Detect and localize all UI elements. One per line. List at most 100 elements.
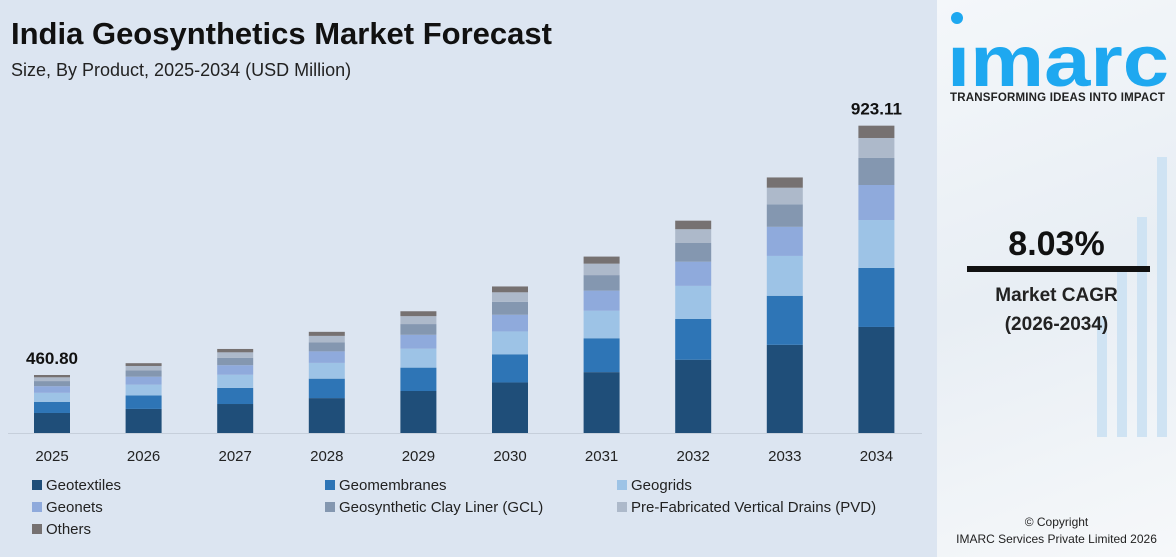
stacked-bar-chart: 2025 460.80 2026 2027 2028 2029 2030 2031 2032 20… xyxy=(8,100,922,465)
bar-segment xyxy=(125,376,162,385)
bar-segment xyxy=(766,295,803,345)
bar-segment xyxy=(217,348,254,353)
legend-item: Geomembranes xyxy=(325,477,447,494)
bar-segment xyxy=(583,338,620,373)
x-tick-label: 2028 xyxy=(310,448,343,465)
bar-segment xyxy=(858,267,895,327)
x-tick-label: 2027 xyxy=(219,448,252,465)
bar-segment xyxy=(492,314,528,332)
bar-segment xyxy=(492,382,528,433)
cagr-period: (2026-2034) xyxy=(1004,314,1109,335)
legend-item: Geogrids xyxy=(617,477,692,494)
bar-segment xyxy=(492,286,528,293)
bar-segment xyxy=(400,316,437,325)
x-tick-label: 2031 xyxy=(585,448,618,465)
bar-segment xyxy=(583,372,620,433)
bar-segment xyxy=(125,408,162,433)
legend-item: Geosynthetic Clay Liner (GCL) xyxy=(325,499,543,516)
bar-segment xyxy=(858,326,895,433)
brand-tagline: TRANSFORMING IDEAS INTO IMPACT xyxy=(950,92,1166,104)
legend-item: Geotextiles xyxy=(32,477,121,494)
bar-segment xyxy=(766,204,803,227)
bar-segment xyxy=(492,331,528,355)
svg-text:ımarc: ımarc xyxy=(947,22,1169,92)
bar-segment xyxy=(583,256,620,264)
bar-segment xyxy=(583,310,620,339)
decor-bar xyxy=(1137,217,1147,437)
bar-segment xyxy=(858,125,895,138)
x-tick-label: 2029 xyxy=(402,448,435,465)
decor-bar xyxy=(1097,317,1107,437)
bar-segment xyxy=(766,226,803,256)
bar-segment xyxy=(400,311,437,317)
brand-panel: ımarc TRANSFORMING IDEAS INTO IMPACT 8.0… xyxy=(937,0,1176,557)
bar-segment xyxy=(858,137,895,158)
bar-segment xyxy=(400,324,437,335)
legend-label: Geosynthetic Clay Liner (GCL) xyxy=(339,499,544,516)
x-tick-label: 2032 xyxy=(677,448,710,465)
bar-segment xyxy=(858,157,895,186)
chart-panel: India Geosynthetics Market Forecast Size… xyxy=(8,16,922,538)
bar-segment xyxy=(125,370,162,377)
bar-segment xyxy=(858,185,895,221)
bar-segment xyxy=(308,351,345,363)
bar-segment xyxy=(34,412,70,433)
copyright-owner: IMARC Services Private Limited 2026 xyxy=(956,532,1157,546)
bar-segment xyxy=(308,335,345,343)
bar-segment xyxy=(583,290,620,311)
legend-swatch xyxy=(32,502,42,512)
bar-segment xyxy=(34,386,70,393)
legend-label: Geotextiles xyxy=(46,477,122,494)
legend-swatch xyxy=(617,502,627,512)
bar-segment xyxy=(766,255,803,296)
bar-segment xyxy=(34,377,70,382)
bar-segment xyxy=(766,177,803,188)
bar-segment xyxy=(492,292,528,302)
bar-segment xyxy=(217,357,254,366)
data-label: 460.80 xyxy=(26,349,78,368)
decor-bar xyxy=(1117,267,1127,437)
bar-segment xyxy=(400,348,437,368)
divider xyxy=(967,266,1150,272)
x-tick-label: 2033 xyxy=(768,448,801,465)
bar-segment xyxy=(308,362,345,379)
x-tick-label: 2034 xyxy=(860,448,893,465)
bar-segment xyxy=(125,384,162,396)
legend-swatch xyxy=(325,502,335,512)
bar-segment xyxy=(766,344,803,433)
legend-label: Pre-Fabricated Vertical Drains (PVD) xyxy=(631,499,877,516)
x-tick-label: 2026 xyxy=(127,448,160,465)
bar-segment xyxy=(217,352,254,358)
bar-segment xyxy=(583,263,620,276)
bar-segment xyxy=(308,342,345,352)
chart-subtitle: Size, By Product, 2025-2034 (USD Million… xyxy=(11,60,352,80)
legend-label: Geonets xyxy=(46,499,103,516)
bar-segment xyxy=(400,391,437,433)
bar-segment xyxy=(675,359,712,433)
legend-item: Others xyxy=(32,521,91,538)
chart-title: India Geosynthetics Market Forecast xyxy=(11,16,552,51)
bar-segment xyxy=(400,367,437,392)
bar-segment xyxy=(492,354,528,383)
bar-segment xyxy=(766,187,803,205)
bar-segment xyxy=(675,220,712,230)
bar-segment xyxy=(125,363,162,366)
legend-item: Geonets xyxy=(32,499,103,516)
bar-segment xyxy=(34,381,70,387)
bar-segment xyxy=(492,301,528,315)
bar-segment xyxy=(675,285,712,319)
legend-swatch xyxy=(325,480,335,490)
bar-segment xyxy=(217,374,254,388)
bar-segment xyxy=(583,275,620,291)
bar-segment xyxy=(217,387,254,405)
copyright: © Copyright xyxy=(1024,515,1089,529)
bar-segment xyxy=(34,392,70,402)
bar-segment xyxy=(125,365,162,371)
bar-segment xyxy=(675,261,712,286)
bar-segment xyxy=(217,365,254,375)
bar-segment xyxy=(858,220,895,268)
decor-bar xyxy=(1157,157,1167,437)
bar-segment xyxy=(675,229,712,243)
imarc-logo: ımarc xyxy=(947,12,1169,92)
legend-item: Pre-Fabricated Vertical Drains (PVD) xyxy=(617,499,876,516)
